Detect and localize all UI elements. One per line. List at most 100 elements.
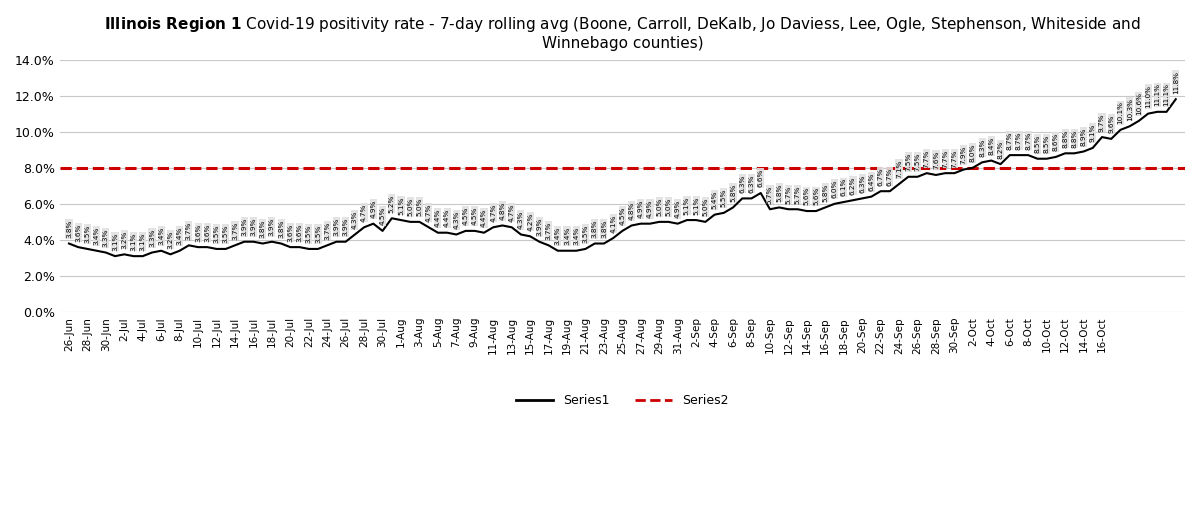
Text: 9.1%: 9.1% — [1090, 124, 1096, 142]
Text: 7.9%: 7.9% — [961, 145, 967, 164]
Text: 3.2%: 3.2% — [121, 230, 127, 249]
Text: 3.7%: 3.7% — [232, 221, 238, 240]
Text: 5.1%: 5.1% — [694, 196, 700, 215]
Text: 3.1%: 3.1% — [131, 232, 137, 250]
Text: 3.4%: 3.4% — [94, 227, 100, 245]
Text: 3.4%: 3.4% — [574, 227, 580, 245]
Text: 8.7%: 8.7% — [1007, 131, 1013, 150]
Text: 5.1%: 5.1% — [398, 196, 404, 215]
Text: 5.7%: 5.7% — [785, 185, 791, 204]
Text: 3.5%: 3.5% — [582, 225, 588, 243]
Text: 3.4%: 3.4% — [554, 227, 560, 245]
Text: 4.8%: 4.8% — [629, 202, 635, 220]
Text: 3.3%: 3.3% — [103, 228, 109, 247]
Text: 3.8%: 3.8% — [278, 220, 284, 238]
Text: 11.1%: 11.1% — [1164, 83, 1170, 106]
Text: 10.3%: 10.3% — [1127, 98, 1133, 121]
Text: 8.9%: 8.9% — [1080, 127, 1086, 146]
Text: 3.9%: 3.9% — [269, 218, 275, 236]
Text: 8.8%: 8.8% — [1062, 130, 1068, 148]
Text: 7.6%: 7.6% — [932, 151, 938, 169]
Text: 8.7%: 8.7% — [1016, 131, 1022, 150]
Text: 3.5%: 3.5% — [314, 225, 320, 243]
Text: 4.9%: 4.9% — [371, 200, 377, 218]
Text: 3.9%: 3.9% — [241, 218, 247, 236]
Text: 8.6%: 8.6% — [1052, 133, 1058, 152]
Text: 6.1%: 6.1% — [841, 178, 847, 197]
Text: 3.7%: 3.7% — [546, 221, 552, 240]
Text: 3.8%: 3.8% — [601, 220, 607, 238]
Text: 3.5%: 3.5% — [223, 225, 229, 243]
Text: 3.7%: 3.7% — [186, 221, 192, 240]
Text: 3.6%: 3.6% — [76, 223, 82, 242]
Text: 5.1%: 5.1% — [684, 196, 690, 215]
Text: 4.9%: 4.9% — [674, 200, 680, 218]
Text: 3.8%: 3.8% — [66, 220, 72, 238]
Text: 4.9%: 4.9% — [638, 200, 644, 218]
Text: 6.2%: 6.2% — [850, 176, 856, 195]
Text: 4.5%: 4.5% — [472, 207, 478, 225]
Text: 4.5%: 4.5% — [619, 207, 625, 225]
Text: 5.8%: 5.8% — [822, 183, 828, 202]
Text: 3.4%: 3.4% — [564, 227, 570, 245]
Text: 3.6%: 3.6% — [287, 223, 293, 242]
Text: 5.4%: 5.4% — [712, 191, 718, 209]
Text: 5.6%: 5.6% — [814, 187, 820, 205]
Text: 6.7%: 6.7% — [887, 167, 893, 186]
Text: 5.8%: 5.8% — [776, 183, 782, 202]
Text: 9.6%: 9.6% — [1109, 115, 1115, 133]
Text: 6.3%: 6.3% — [739, 175, 745, 193]
Text: 6.6%: 6.6% — [757, 169, 763, 187]
Text: 4.7%: 4.7% — [491, 203, 497, 222]
Text: 3.5%: 3.5% — [214, 225, 220, 243]
Text: 4.3%: 4.3% — [454, 210, 460, 229]
Text: 9.7%: 9.7% — [1099, 113, 1105, 132]
Text: 4.8%: 4.8% — [499, 202, 505, 220]
Text: 11.0%: 11.0% — [1145, 85, 1151, 108]
Text: 8.5%: 8.5% — [1044, 135, 1050, 153]
Text: 8.8%: 8.8% — [1072, 130, 1078, 148]
Text: 6.3%: 6.3% — [749, 175, 755, 193]
Text: 7.7%: 7.7% — [942, 149, 948, 167]
Text: 3.7%: 3.7% — [324, 221, 330, 240]
Text: 5.7%: 5.7% — [794, 185, 800, 204]
Text: 3.9%: 3.9% — [343, 218, 349, 236]
Text: 4.7%: 4.7% — [509, 203, 515, 222]
Text: 7.5%: 7.5% — [914, 153, 920, 171]
Text: 4.4%: 4.4% — [434, 209, 440, 227]
Text: 3.8%: 3.8% — [259, 220, 265, 238]
Text: 8.3%: 8.3% — [979, 138, 985, 157]
Text: 5.7%: 5.7% — [767, 185, 773, 204]
Text: 3.5%: 3.5% — [84, 225, 90, 243]
Text: 4.2%: 4.2% — [527, 212, 533, 231]
Text: 3.8%: 3.8% — [592, 220, 598, 238]
Text: 5.0%: 5.0% — [416, 198, 422, 216]
Text: 4.4%: 4.4% — [481, 209, 487, 227]
Title: $\bf{Illinois\ Region\ 1}$ Covid-19 positivity rate - 7-day rolling avg (Boone, : $\bf{Illinois\ Region\ 1}$ Covid-19 posi… — [104, 15, 1141, 51]
Text: 5.0%: 5.0% — [666, 198, 672, 216]
Text: 3.4%: 3.4% — [176, 227, 182, 245]
Text: 4.5%: 4.5% — [462, 207, 468, 225]
Text: 4.3%: 4.3% — [352, 210, 358, 229]
Text: 5.0%: 5.0% — [407, 198, 413, 216]
Text: 7.7%: 7.7% — [952, 149, 958, 167]
Text: 6.4%: 6.4% — [869, 173, 875, 191]
Text: 4.5%: 4.5% — [379, 207, 385, 225]
Text: 8.7%: 8.7% — [1025, 131, 1031, 150]
Legend: Series1, Series2: Series1, Series2 — [511, 389, 734, 412]
Text: 3.9%: 3.9% — [251, 218, 257, 236]
Text: 3.5%: 3.5% — [306, 225, 312, 243]
Text: 7.1%: 7.1% — [896, 160, 902, 178]
Text: 11.1%: 11.1% — [1154, 83, 1160, 106]
Text: 4.7%: 4.7% — [426, 203, 432, 222]
Text: 3.6%: 3.6% — [196, 223, 202, 242]
Text: 5.8%: 5.8% — [730, 183, 736, 202]
Text: 4.7%: 4.7% — [361, 203, 367, 222]
Text: 8.2%: 8.2% — [997, 140, 1003, 159]
Text: 8.5%: 8.5% — [1034, 135, 1040, 153]
Text: 4.9%: 4.9% — [647, 200, 653, 218]
Text: 3.6%: 3.6% — [204, 223, 210, 242]
Text: 3.9%: 3.9% — [536, 218, 542, 236]
Text: 5.5%: 5.5% — [721, 189, 727, 207]
Text: 8.4%: 8.4% — [989, 137, 995, 155]
